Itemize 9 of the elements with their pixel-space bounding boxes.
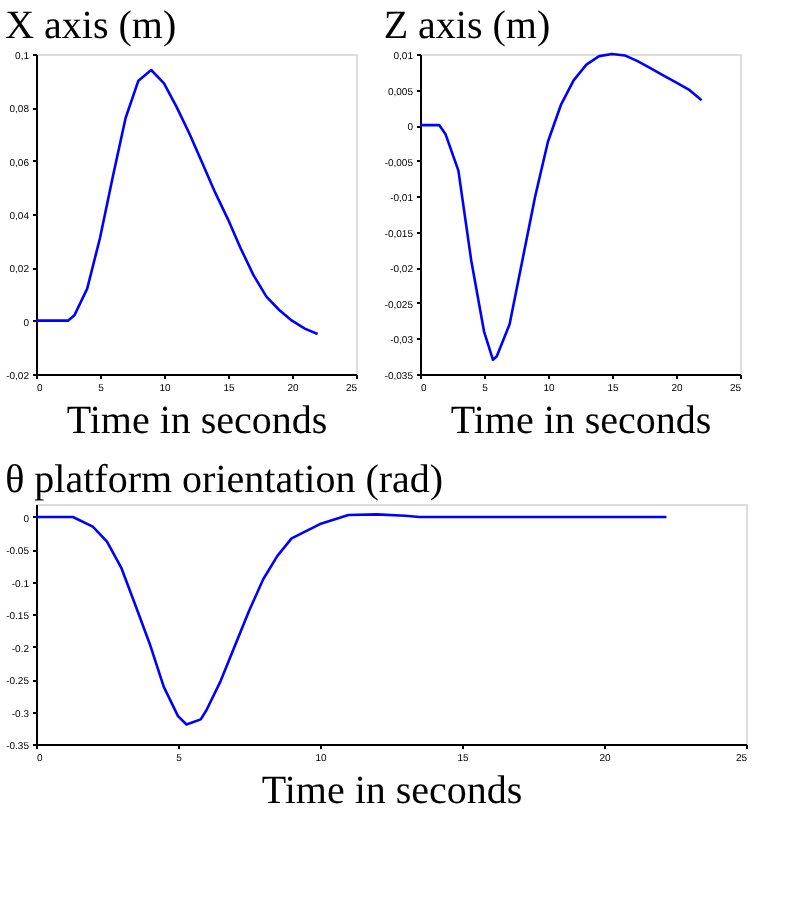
chart-title: θ platform orientation (rad) bbox=[5, 458, 444, 502]
x-axis-title: Time in seconds bbox=[450, 399, 712, 443]
line-series bbox=[418, 52, 703, 362]
x-axis-title: Time in seconds bbox=[66, 399, 328, 443]
chart-title: Z axis (m) bbox=[383, 4, 551, 48]
line-series bbox=[34, 513, 668, 726]
x-axis-title: Time in seconds bbox=[261, 769, 523, 813]
line-series bbox=[34, 68, 319, 336]
chart-title: X axis (m) bbox=[5, 4, 177, 48]
